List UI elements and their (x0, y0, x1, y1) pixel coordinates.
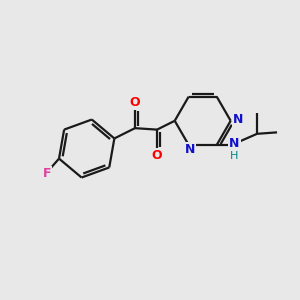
Text: N: N (185, 143, 195, 156)
Text: O: O (130, 96, 140, 109)
Text: N: N (229, 137, 239, 150)
Text: O: O (152, 149, 162, 162)
Text: F: F (42, 167, 51, 180)
Text: H: H (230, 151, 238, 161)
Text: N: N (233, 113, 243, 126)
